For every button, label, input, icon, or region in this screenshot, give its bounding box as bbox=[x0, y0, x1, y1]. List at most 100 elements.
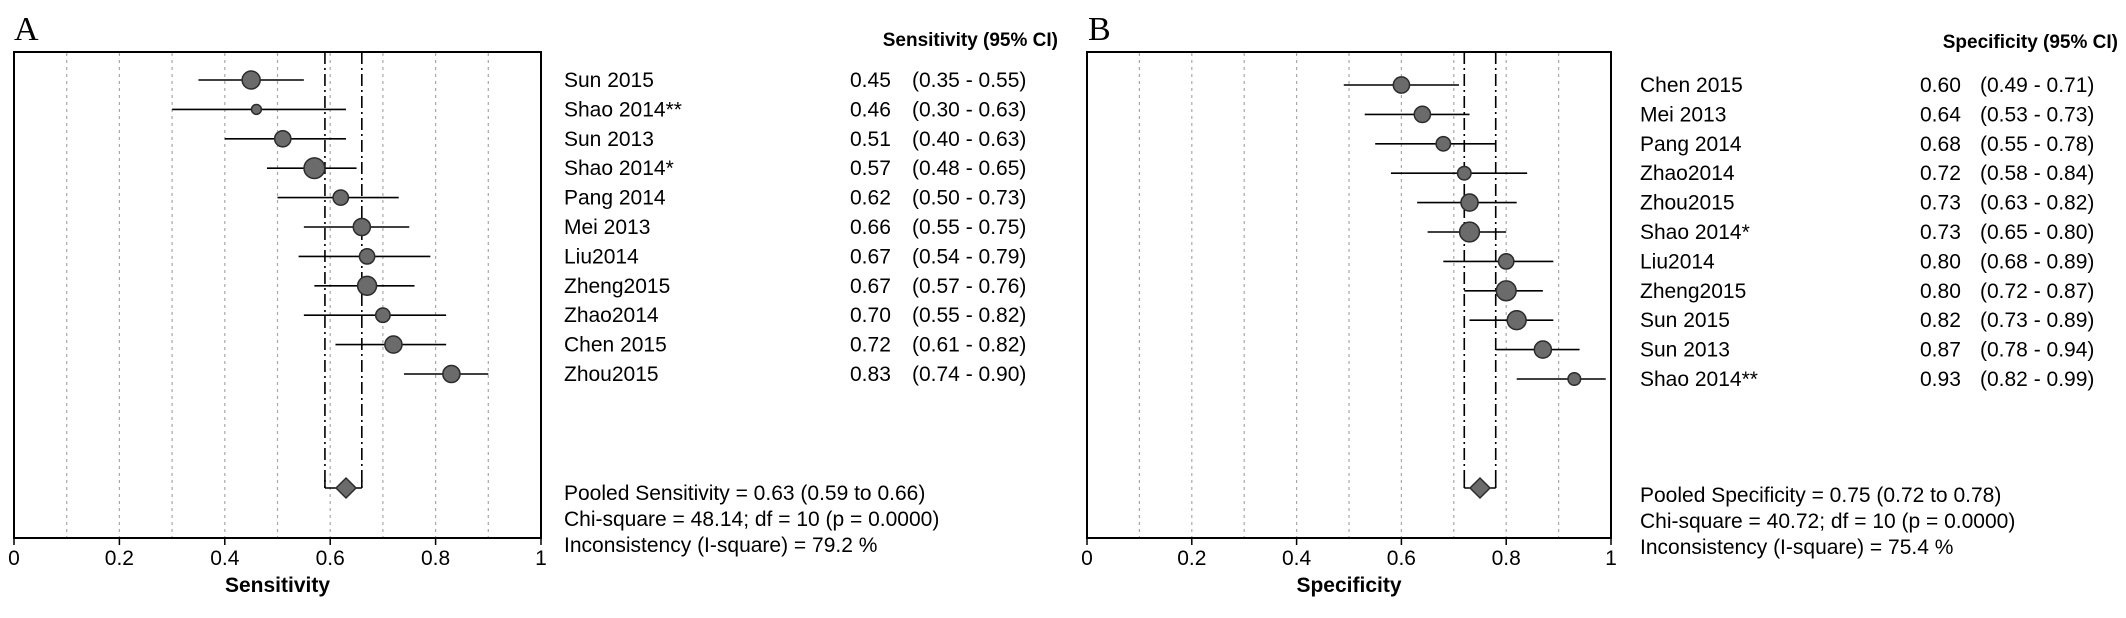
x-tick-label: 1 bbox=[1605, 547, 1617, 570]
study-ci-text: (0.65 - 0.80) bbox=[1980, 221, 2094, 244]
column-header: Specificity (95% CI) bbox=[1943, 32, 2118, 53]
study-point bbox=[1435, 135, 1452, 152]
x-axis-title: Sensitivity bbox=[225, 574, 330, 597]
study-estimate-value: 0.46 bbox=[850, 98, 891, 121]
study-ci-text: (0.63 - 0.82) bbox=[1980, 192, 2094, 215]
study-ci-text: (0.58 - 0.84) bbox=[1980, 162, 2094, 185]
plot-frame bbox=[13, 51, 542, 539]
study-label: Mei 2013 bbox=[564, 216, 650, 239]
x-tick-label: 0.6 bbox=[1387, 547, 1416, 570]
study-point bbox=[332, 189, 350, 207]
study-point bbox=[1413, 105, 1432, 124]
study-label: Liu2014 bbox=[564, 245, 639, 268]
study-point bbox=[1460, 193, 1479, 212]
study-estimate-value: 0.93 bbox=[1920, 368, 1961, 391]
study-estimate-value: 0.72 bbox=[850, 334, 891, 357]
study-row: Zhao2014 0.70 (0.55 - 0.82) bbox=[303, 304, 1026, 327]
x-tick-label: 0.4 bbox=[210, 547, 240, 570]
x-tick-label: 0.6 bbox=[316, 547, 345, 570]
study-row: Zhou2015 0.83 (0.74 - 0.90) bbox=[403, 363, 1026, 386]
study-label: Mei 2013 bbox=[1640, 103, 1726, 126]
study-point bbox=[1456, 165, 1472, 181]
study-label: Shao 2014** bbox=[564, 98, 682, 121]
study-estimate-value: 0.70 bbox=[850, 304, 891, 327]
study-estimate-value: 0.67 bbox=[850, 245, 891, 268]
study-row: Liu2014 0.80 (0.68 - 0.89) bbox=[1443, 250, 2094, 273]
x-axis-title: Specificity bbox=[1296, 574, 1401, 597]
study-ci-text: (0.48 - 0.65) bbox=[912, 157, 1026, 180]
summary-line: Chi-square = 40.72; df = 10 (p = 0.0000) bbox=[1640, 510, 2015, 533]
study-point bbox=[374, 307, 391, 324]
study-row: Zheng2015 0.80 (0.72 - 0.87) bbox=[1464, 280, 2094, 303]
plot-frame bbox=[1086, 51, 1612, 539]
study-point bbox=[1567, 371, 1582, 387]
study-row: Shao 2014* 0.73 (0.65 - 0.80) bbox=[1427, 221, 2094, 244]
study-estimate-value: 0.73 bbox=[1920, 221, 1961, 244]
x-tick-label: 0.8 bbox=[421, 547, 450, 570]
study-row: Zhou2015 0.73 (0.63 - 0.82) bbox=[1417, 192, 2094, 215]
study-estimate-value: 0.80 bbox=[1920, 280, 1961, 303]
study-label: Zheng2015 bbox=[1640, 280, 1746, 303]
study-point bbox=[250, 103, 263, 116]
study-row: Mei 2013 0.66 (0.55 - 0.75) bbox=[303, 216, 1026, 239]
study-estimate-value: 0.72 bbox=[1920, 162, 1961, 185]
study-row: Shao 2014** 0.46 (0.30 - 0.63) bbox=[172, 98, 1026, 121]
study-point bbox=[384, 335, 403, 354]
study-label: Zhou2015 bbox=[564, 363, 659, 386]
study-row: Sun 2015 0.45 (0.35 - 0.55) bbox=[198, 69, 1026, 92]
study-row: Pang 2014 0.62 (0.50 - 0.73) bbox=[277, 187, 1026, 210]
study-ci-text: (0.55 - 0.78) bbox=[1980, 133, 2094, 156]
study-ci-text: (0.68 - 0.89) bbox=[1980, 250, 2094, 273]
study-ci-text: (0.30 - 0.63) bbox=[912, 98, 1026, 121]
study-ci-text: (0.72 - 0.87) bbox=[1980, 280, 2094, 303]
study-point bbox=[1458, 221, 1481, 243]
summary-line: Pooled Specificity = 0.75 (0.72 to 0.78) bbox=[1640, 484, 2001, 507]
study-estimate-value: 0.67 bbox=[850, 275, 891, 298]
x-tick-label: 0.2 bbox=[105, 547, 134, 570]
study-point bbox=[303, 157, 326, 180]
study-label: Shao 2014* bbox=[1640, 221, 1750, 244]
study-row: Sun 2015 0.82 (0.73 - 0.89) bbox=[1469, 309, 2094, 332]
x-tick-label: 1 bbox=[535, 547, 547, 570]
summary-line: Chi-square = 48.14; df = 10 (p = 0.0000) bbox=[564, 508, 939, 531]
study-estimate-value: 0.62 bbox=[850, 187, 891, 210]
panel-letter: A bbox=[14, 11, 39, 48]
study-point bbox=[358, 248, 376, 265]
study-label: Sun 2013 bbox=[1640, 339, 1730, 362]
study-ci-text: (0.55 - 0.75) bbox=[912, 216, 1026, 239]
study-label: Zhao2014 bbox=[1640, 162, 1735, 185]
study-label: Sun 2015 bbox=[564, 69, 654, 92]
study-point bbox=[442, 364, 461, 384]
study-ci-text: (0.40 - 0.63) bbox=[912, 128, 1026, 151]
x-tick-label: 0 bbox=[8, 547, 20, 570]
study-row: Chen 2015 0.72 (0.61 - 0.82) bbox=[335, 334, 1026, 357]
x-tick-label: 0.4 bbox=[1282, 547, 1312, 570]
study-estimate-value: 0.82 bbox=[1920, 309, 1961, 332]
study-label: Zhou2015 bbox=[1640, 192, 1735, 215]
study-estimate-value: 0.64 bbox=[1920, 103, 1961, 126]
summary-line: Inconsistency (I-square) = 75.4 % bbox=[1640, 536, 1953, 559]
study-row: Shao 2014* 0.57 (0.48 - 0.65) bbox=[266, 157, 1026, 180]
summary-line: Pooled Sensitivity = 0.63 (0.59 to 0.66) bbox=[564, 482, 925, 505]
study-estimate-value: 0.87 bbox=[1920, 339, 1961, 362]
x-tick-label: 0.2 bbox=[1177, 547, 1206, 570]
study-point bbox=[273, 129, 292, 148]
study-row: Mei 2013 0.64 (0.53 - 0.73) bbox=[1364, 103, 2094, 126]
study-point bbox=[1392, 76, 1411, 94]
summary-line: Inconsistency (I-square) = 79.2 % bbox=[564, 534, 877, 557]
study-point bbox=[352, 217, 372, 237]
study-label: Sun 2013 bbox=[564, 128, 654, 151]
study-label: Shao 2014* bbox=[564, 157, 674, 180]
study-row: Sun 2013 0.87 (0.78 - 0.94) bbox=[1495, 339, 2094, 362]
study-ci-text: (0.78 - 0.94) bbox=[1980, 339, 2094, 362]
study-label: Chen 2015 bbox=[1640, 74, 1743, 97]
study-ci-text: (0.49 - 0.71) bbox=[1980, 74, 2094, 97]
pooled-diamond bbox=[334, 476, 358, 500]
study-estimate-value: 0.66 bbox=[850, 216, 891, 239]
study-label: Zheng2015 bbox=[564, 275, 670, 298]
study-row: Sun 2013 0.51 (0.40 - 0.63) bbox=[224, 128, 1026, 151]
study-row: Shao 2014** 0.93 (0.82 - 0.99) bbox=[1516, 368, 2094, 391]
study-point bbox=[1533, 340, 1553, 359]
